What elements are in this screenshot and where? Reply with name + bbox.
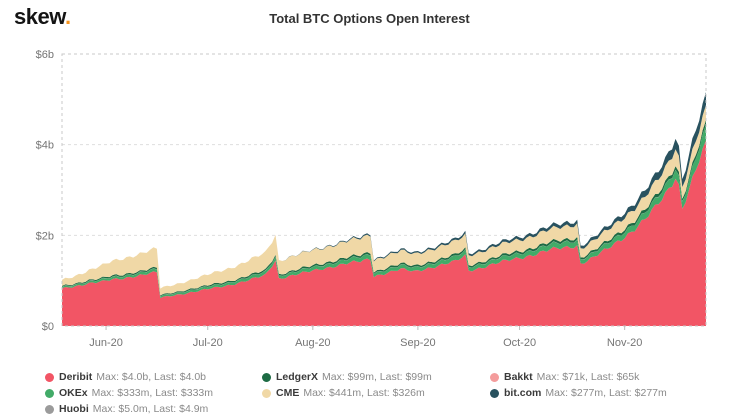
legend-series-stats: Max: $5.0m, Last: $4.9m bbox=[92, 403, 209, 415]
legend-series-stats: Max: $277m, Last: $277m bbox=[545, 387, 667, 399]
legend-color-dot-icon bbox=[262, 372, 271, 382]
axis-tick-label: $4b bbox=[36, 140, 54, 152]
axis-tick-label: Sep-20 bbox=[400, 337, 435, 349]
plot-border bbox=[61, 53, 707, 327]
legend-color-dot-icon bbox=[262, 388, 271, 398]
legend-item-cme[interactable]: CME Max: $441m, Last: $326m bbox=[262, 387, 425, 399]
axis-tick-label: Aug-20 bbox=[295, 337, 330, 349]
axis-tick-label: $0 bbox=[42, 321, 54, 333]
legend-item-ledgerx[interactable]: LedgerX Max: $99m, Last: $99m bbox=[262, 371, 432, 383]
legend-series-name: Huobi bbox=[59, 403, 89, 415]
legend-series-stats: Max: $99m, Last: $99m bbox=[322, 371, 432, 383]
legend-series-name: CME bbox=[276, 387, 300, 399]
legend-item-huobi[interactable]: Huobi Max: $5.0m, Last: $4.9m bbox=[45, 403, 208, 415]
legend-series-name: Bakkt bbox=[504, 371, 533, 383]
axis-tick-label: $6b bbox=[36, 49, 54, 61]
axis-tick-label: $2b bbox=[36, 230, 54, 242]
axis-tick-label: Jun-20 bbox=[89, 337, 123, 349]
logo-text: skew bbox=[14, 4, 66, 29]
chart-title: Total BTC Options Open Interest bbox=[269, 11, 470, 26]
area-deribit[interactable] bbox=[62, 140, 706, 326]
axis-tick-label: Jul-20 bbox=[193, 337, 223, 349]
legend-item-bakkt[interactable]: Bakkt Max: $71k, Last: $65k bbox=[490, 371, 639, 383]
legend-series-stats: Max: $71k, Last: $65k bbox=[536, 371, 640, 383]
legend-series-name: bit.com bbox=[504, 387, 542, 399]
skew-logo: skew. bbox=[14, 4, 71, 30]
legend-item-deribit[interactable]: Deribit Max: $4.0b, Last: $4.0b bbox=[45, 371, 206, 383]
legend-series-name: Deribit bbox=[59, 371, 93, 383]
legend-color-dot-icon bbox=[45, 388, 54, 398]
axis-tick-label: Nov-20 bbox=[607, 337, 642, 349]
legend-item-okex[interactable]: OKEx Max: $333m, Last: $333m bbox=[45, 387, 213, 399]
axis-tick-label: Oct-20 bbox=[503, 337, 536, 349]
legend-series-name: LedgerX bbox=[276, 371, 319, 383]
legend-series-name: OKEx bbox=[59, 387, 88, 399]
legend-series-stats: Max: $441m, Last: $326m bbox=[303, 387, 425, 399]
legend-color-dot-icon bbox=[490, 388, 499, 398]
logo-dot: . bbox=[65, 4, 71, 29]
legend-item-bit-com[interactable]: bit.com Max: $277m, Last: $277m bbox=[490, 387, 667, 399]
legend-color-dot-icon bbox=[490, 372, 499, 382]
legend-series-stats: Max: $333m, Last: $333m bbox=[91, 387, 213, 399]
legend-color-dot-icon bbox=[45, 372, 54, 382]
stacked-area-chart[interactable]: $0 $2b $4b $6b Jun-20 Jul-20 Aug-20 Sep-20 Oct-2… bbox=[0, 36, 739, 366]
legend-series-stats: Max: $4.0b, Last: $4.0b bbox=[96, 371, 207, 383]
legend-color-dot-icon bbox=[45, 404, 54, 414]
